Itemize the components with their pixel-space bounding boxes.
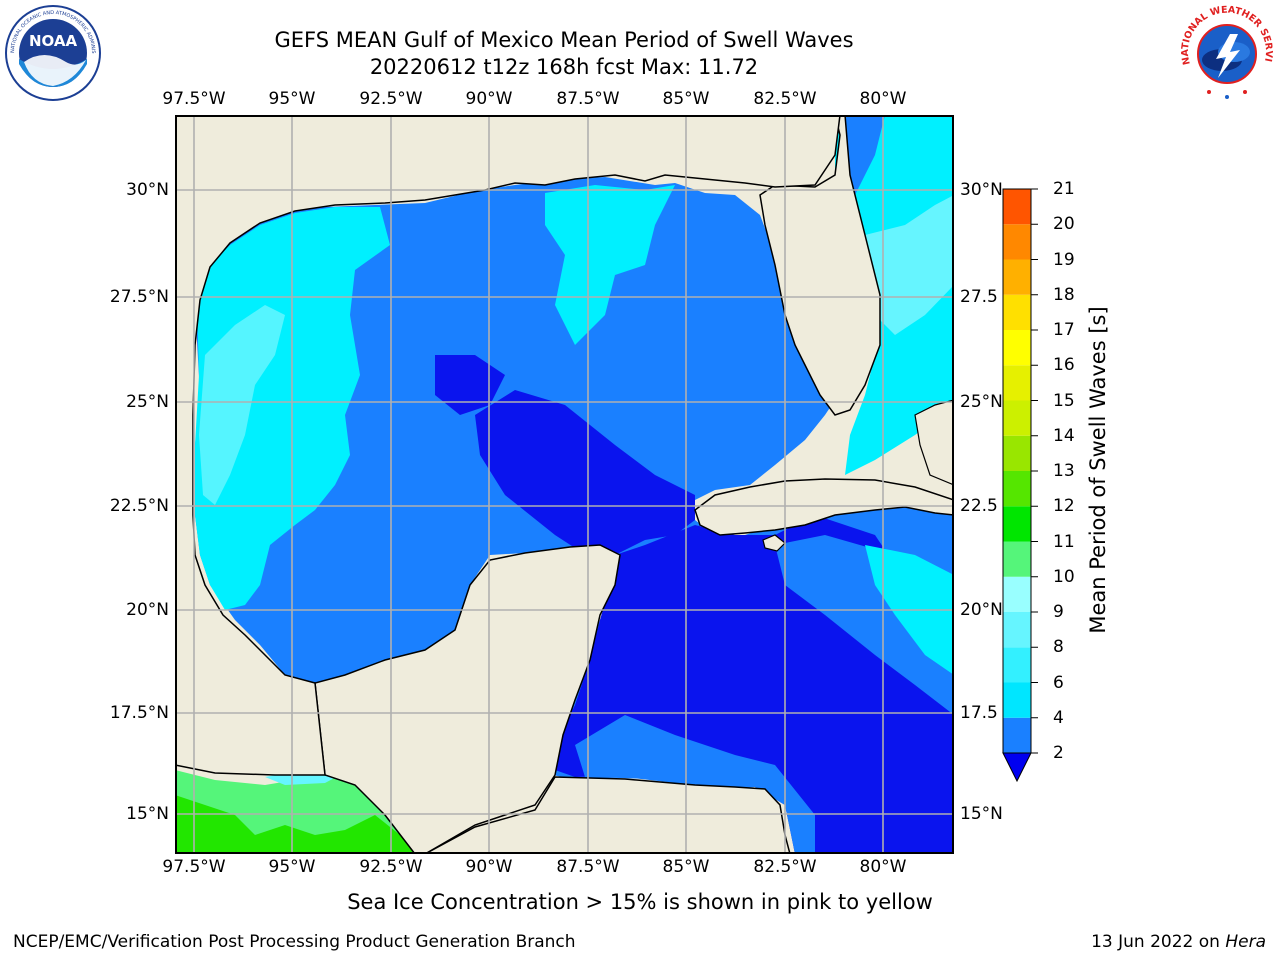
central-america-land: [424, 776, 791, 854]
lon-label-bottom: 90°W: [465, 857, 513, 877]
lon-label-top: 82.5°W: [753, 89, 817, 109]
colorbar-tick-label: 19: [1053, 249, 1075, 270]
colorbar-tick-label: 11: [1053, 531, 1075, 552]
lon-label-top: 95°W: [268, 89, 316, 109]
colorbar-swatch: [1003, 294, 1031, 330]
lon-label-top: 92.5°W: [359, 89, 423, 109]
north-gulf-coast: [175, 115, 841, 776]
jamaica-land: [762, 534, 786, 552]
pacific-bright-green: [175, 795, 415, 854]
lon-label-top: 80°W: [859, 89, 907, 109]
central-gulf-dark-2: [435, 355, 505, 415]
colorbar-tick-label: 6: [1053, 672, 1064, 693]
northern-shelf-cyan: [545, 185, 675, 345]
colorbar-swatch: [1003, 189, 1031, 225]
colorbar-under-triangle: [1002, 752, 1032, 783]
lat-label-left: 27.5°N: [109, 287, 169, 307]
lon-label-bottom: 87.5°W: [556, 857, 620, 877]
colorbar-tick-label: 8: [1053, 637, 1064, 658]
colorbar-swatch: [1003, 365, 1031, 401]
lat-label-right: 15°N: [960, 804, 1003, 824]
noaa-logo: NOAA NATIONAL OCEANIC AND ATMOSPHERIC AD…: [4, 4, 101, 101]
lon-label-top: 85°W: [662, 89, 710, 109]
colorbar-swatch: [1003, 612, 1031, 648]
colorbar-swatch: [1003, 224, 1031, 260]
lat-label-right: 25°N: [960, 392, 1003, 412]
sea-ice-note: Sea Ice Concentration > 15% is shown in …: [347, 890, 933, 914]
colorbar-swatch: [1003, 541, 1031, 577]
colorbar-swatch: [1003, 435, 1031, 471]
footer-host: Hera: [1225, 932, 1266, 952]
colorbar-tick-label: 15: [1053, 390, 1075, 411]
lon-label-bottom: 80°W: [859, 857, 907, 877]
lat-label-right: 17.5: [960, 703, 998, 723]
atlantic-blue: [840, 115, 885, 195]
noaa-logo-text: NOAA: [29, 32, 78, 50]
lon-label-top: 97.5°W: [162, 89, 226, 109]
lat-label-left: 30°N: [126, 180, 169, 200]
lon-label-top: 90°W: [465, 89, 513, 109]
colorbar-tick-label: 4: [1053, 707, 1064, 728]
lat-label-right: 27.5: [960, 287, 998, 307]
western-shelf-lightcyan: [199, 305, 285, 505]
lat-label-right: 20°N: [960, 600, 1003, 620]
colorbar-swatch: [1003, 259, 1031, 295]
footer-date: 13 Jun 2022 on Hera: [1091, 932, 1266, 952]
colorbar-tick-label: 17: [1053, 320, 1075, 340]
colorbar-tick-label: 21: [1053, 179, 1075, 199]
gulf-map: [175, 115, 954, 854]
colorbar-tick-label: 9: [1053, 602, 1064, 622]
footer-date-text: 13 Jun 2022 on: [1091, 932, 1226, 952]
map-title: GEFS MEAN Gulf of Mexico Mean Period of …: [274, 28, 854, 52]
colorbar-tick-label: 10: [1053, 566, 1075, 587]
lat-label-left: 25°N: [126, 392, 169, 412]
lon-label-bottom: 82.5°W: [753, 857, 817, 877]
colorbar-swatch: [1003, 576, 1031, 612]
colorbar-tick-label: 12: [1053, 496, 1075, 517]
colorbar-tick-label: 20: [1053, 214, 1075, 235]
lat-label-left: 20°N: [126, 600, 169, 620]
map-subtitle: 20220612 t12z 168h fcst Max: 11.72: [369, 55, 759, 79]
footer-credit: NCEP/EMC/Verification Post Processing Pr…: [13, 932, 576, 952]
lon-label-bottom: 95°W: [268, 857, 316, 877]
nws-logo: NATIONAL WEATHER SERVICE: [1178, 4, 1274, 99]
colorbar-swatch: [1003, 717, 1031, 753]
lat-label-right: 22.5: [960, 496, 998, 516]
lat-label-left: 17.5°N: [109, 703, 169, 723]
colorbar-swatch: [1003, 471, 1031, 507]
graticule: [175, 115, 954, 854]
bahamas-land: [914, 399, 954, 486]
colorbar-tick-label: 2: [1053, 743, 1064, 763]
lat-label-right: 30°N: [960, 180, 1003, 200]
colorbar-tick-label: 16: [1053, 355, 1075, 376]
colorbar-tick-label: 18: [1053, 284, 1075, 305]
lat-label-left: 22.5°N: [109, 496, 169, 516]
central-gulf-dark: [475, 390, 695, 555]
colorbar-swatch: [1003, 682, 1031, 718]
colorbar-swatch: [1003, 400, 1031, 436]
colorbar-swatch: [1003, 506, 1031, 542]
map-frame: [175, 115, 954, 854]
colorbar-tick-label: 14: [1053, 425, 1075, 446]
colorbar-label: Mean Period of Swell Waves [s]: [1086, 306, 1110, 634]
colorbar-swatch: [1003, 330, 1031, 366]
lon-label-top: 87.5°W: [556, 89, 620, 109]
colorbar-tick-label: 13: [1053, 461, 1075, 481]
lon-label-bottom: 97.5°W: [162, 857, 226, 877]
atlantic-lightcyan: [865, 195, 954, 335]
lat-label-left: 15°N: [126, 804, 169, 824]
colorbar-swatch: [1003, 647, 1031, 683]
lon-label-bottom: 85°W: [662, 857, 710, 877]
colorbar: [1002, 188, 1038, 783]
lon-label-bottom: 92.5°W: [359, 857, 423, 877]
